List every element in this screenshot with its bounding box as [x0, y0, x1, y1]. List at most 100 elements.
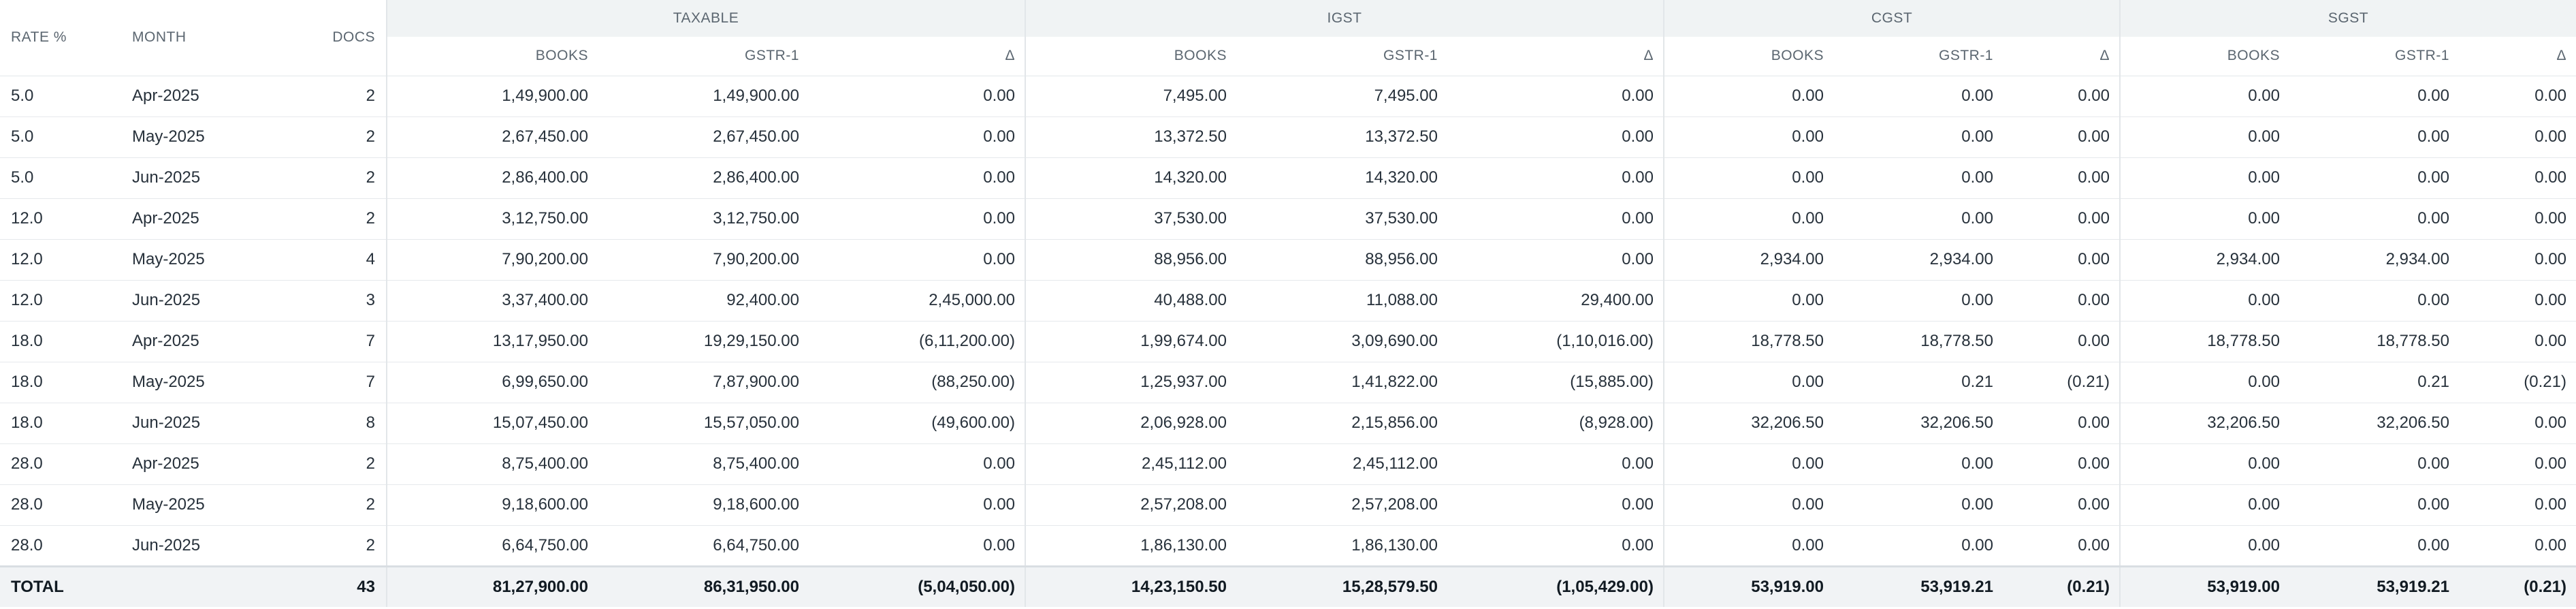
cell-igst-delta: 0.00 [1447, 239, 1664, 281]
cell-month: May-2025 [121, 484, 268, 526]
cell-igst-delta: 0.00 [1447, 198, 1664, 240]
cell-igst-books: 2,06,928.00 [1025, 403, 1236, 444]
cell-taxable-books: 8,75,400.00 [386, 443, 598, 485]
group-header-igst: IGST [1025, 0, 1664, 37]
cell-cgst-gstr1: 0.00 [1833, 280, 2003, 322]
column-header-docs[interactable]: DOCS [268, 0, 387, 76]
table-row[interactable]: 5.0 May-2025 2 2,67,450.00 2,67,450.00 0.00 13… [0, 116, 2576, 158]
cell-taxable-gstr1: 3,12,750.00 [598, 198, 809, 240]
table-row[interactable]: 12.0 Jun-2025 3 3,37,400.00 92,400.00 2,45,00… [0, 280, 2576, 322]
subheader-igst-delta[interactable]: Δ [1447, 37, 1664, 76]
table-header: RATE % MONTH DOCS TAXABLE IGST CGST SGST… [0, 0, 2576, 76]
cell-cgst-books: 0.00 [1663, 362, 1833, 403]
cell-igst-gstr1: 2,57,208.00 [1236, 484, 1447, 526]
cell-cgst-books: 0.00 [1663, 76, 1833, 117]
cell-cgst-books: 0.00 [1663, 157, 1833, 199]
cell-cgst-books: 0.00 [1663, 116, 1833, 158]
cell-taxable-books: 15,07,450.00 [386, 403, 598, 444]
cell-month: Apr-2025 [121, 443, 268, 485]
cell-cgst-books: 2,934.00 [1663, 239, 1833, 281]
cell-igst-gstr1: 13,372.50 [1236, 116, 1447, 158]
total-igst-gstr1: 15,28,579.50 [1236, 565, 1447, 607]
cell-taxable-delta: 0.00 [809, 443, 1025, 485]
cell-month: May-2025 [121, 362, 268, 403]
cell-igst-books: 1,86,130.00 [1025, 525, 1236, 567]
cell-rate: 18.0 [0, 403, 121, 444]
cell-cgst-books: 0.00 [1663, 443, 1833, 485]
cell-cgst-delta: 0.00 [2003, 198, 2120, 240]
cell-sgst-delta: 0.00 [2459, 280, 2576, 322]
cell-igst-delta: (8,928.00) [1447, 403, 1664, 444]
cell-cgst-gstr1: 18,778.50 [1833, 321, 2003, 362]
cell-cgst-books: 0.00 [1663, 280, 1833, 322]
cell-igst-books: 14,320.00 [1025, 157, 1236, 199]
subheader-sgst-books[interactable]: BOOKS [2119, 37, 2289, 76]
cell-taxable-gstr1: 15,57,050.00 [598, 403, 809, 444]
cell-month: May-2025 [121, 239, 268, 281]
cell-igst-gstr1: 1,41,822.00 [1236, 362, 1447, 403]
table-row[interactable]: 18.0 Apr-2025 7 13,17,950.00 19,29,150.00 (6,… [0, 321, 2576, 362]
table-row[interactable]: 12.0 May-2025 4 7,90,200.00 7,90,200.00 0.00 8… [0, 239, 2576, 281]
cell-taxable-books: 7,90,200.00 [386, 239, 598, 281]
cell-taxable-delta: (49,600.00) [809, 403, 1025, 444]
cell-igst-gstr1: 14,320.00 [1236, 157, 1447, 199]
table-row[interactable]: 28.0 May-2025 2 9,18,600.00 9,18,600.00 0.00 2… [0, 484, 2576, 526]
cell-sgst-delta: (0.21) [2459, 362, 2576, 403]
cell-sgst-gstr1: 0.00 [2289, 443, 2459, 485]
total-sgst-books: 53,919.00 [2119, 565, 2289, 607]
cell-sgst-books: 0.00 [2119, 443, 2289, 485]
cell-igst-books: 2,45,112.00 [1025, 443, 1236, 485]
total-cgst-books: 53,919.00 [1663, 565, 1833, 607]
cell-sgst-delta: 0.00 [2459, 239, 2576, 281]
subheader-taxable-delta[interactable]: Δ [809, 37, 1025, 76]
cell-rate: 18.0 [0, 362, 121, 403]
subheader-sgst-delta[interactable]: Δ [2459, 37, 2576, 76]
cell-docs: 2 [268, 116, 387, 158]
subheader-cgst-delta[interactable]: Δ [2003, 37, 2120, 76]
table-row[interactable]: 28.0 Apr-2025 2 8,75,400.00 8,75,400.00 0.00 2… [0, 443, 2576, 485]
subheader-cgst-books[interactable]: BOOKS [1663, 37, 1833, 76]
column-header-rate[interactable]: RATE % [0, 0, 121, 76]
cell-docs: 3 [268, 280, 387, 322]
cell-sgst-delta: 0.00 [2459, 116, 2576, 158]
cell-sgst-gstr1: 0.00 [2289, 198, 2459, 240]
column-header-month[interactable]: MONTH [121, 0, 268, 76]
table-row[interactable]: 5.0 Jun-2025 2 2,86,400.00 2,86,400.00 0.00 14… [0, 157, 2576, 199]
cell-taxable-books: 6,99,650.00 [386, 362, 598, 403]
table-row[interactable]: 18.0 May-2025 7 6,99,650.00 7,87,900.00 (88,2… [0, 362, 2576, 403]
subheader-taxable-gstr1[interactable]: GSTR-1 [598, 37, 809, 76]
cell-sgst-delta: 0.00 [2459, 198, 2576, 240]
cell-taxable-books: 9,18,600.00 [386, 484, 598, 526]
cell-cgst-gstr1: 0.00 [1833, 76, 2003, 117]
cell-cgst-gstr1: 0.21 [1833, 362, 2003, 403]
cell-igst-gstr1: 37,530.00 [1236, 198, 1447, 240]
total-docs: 43 [268, 565, 387, 607]
subheader-igst-gstr1[interactable]: GSTR-1 [1236, 37, 1447, 76]
table-row[interactable]: 12.0 Apr-2025 2 3,12,750.00 3,12,750.00 0.00 3… [0, 198, 2576, 240]
cell-igst-delta: 0.00 [1447, 484, 1664, 526]
cell-cgst-delta: 0.00 [2003, 484, 2120, 526]
total-sgst-delta: (0.21) [2459, 565, 2576, 607]
subheader-cgst-gstr1[interactable]: GSTR-1 [1833, 37, 2003, 76]
cell-igst-delta: 29,400.00 [1447, 280, 1664, 322]
cell-month: Jun-2025 [121, 525, 268, 567]
subheader-taxable-books[interactable]: BOOKS [386, 37, 598, 76]
table-row[interactable]: 18.0 Jun-2025 8 15,07,450.00 15,57,050.00 (49… [0, 403, 2576, 444]
subheader-igst-books[interactable]: BOOKS [1025, 37, 1236, 76]
cell-sgst-gstr1: 0.00 [2289, 484, 2459, 526]
cell-cgst-gstr1: 0.00 [1833, 116, 2003, 158]
total-igst-books: 14,23,150.50 [1025, 565, 1236, 607]
cell-sgst-gstr1: 0.21 [2289, 362, 2459, 403]
cell-sgst-books: 32,206.50 [2119, 403, 2289, 444]
table-row[interactable]: 5.0 Apr-2025 2 1,49,900.00 1,49,900.00 0.00 7,… [0, 76, 2576, 117]
cell-sgst-delta: 0.00 [2459, 525, 2576, 567]
total-label: TOTAL [0, 565, 121, 607]
cell-cgst-books: 18,778.50 [1663, 321, 1833, 362]
cell-cgst-delta: 0.00 [2003, 321, 2120, 362]
table-row[interactable]: 28.0 Jun-2025 2 6,64,750.00 6,64,750.00 0.00 1… [0, 525, 2576, 567]
cell-sgst-books: 18,778.50 [2119, 321, 2289, 362]
cell-cgst-delta: 0.00 [2003, 116, 2120, 158]
subheader-sgst-gstr1[interactable]: GSTR-1 [2289, 37, 2459, 76]
cell-cgst-gstr1: 0.00 [1833, 443, 2003, 485]
cell-sgst-books: 0.00 [2119, 484, 2289, 526]
